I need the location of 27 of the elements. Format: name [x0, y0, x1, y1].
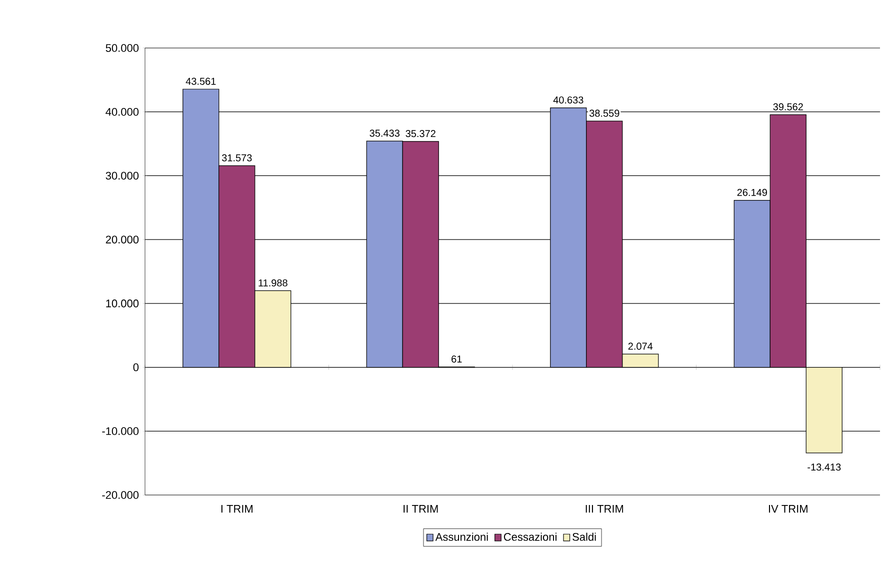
legend-label: Assunzioni — [435, 532, 488, 541]
y-tick-label: 40.000 — [106, 108, 139, 116]
data-label: 26.149 — [737, 188, 767, 196]
data-label: 43.561 — [186, 78, 216, 85]
y-tick-label: 30.000 — [106, 172, 139, 180]
legend-label: Saldi — [572, 532, 596, 541]
data-label: 35.372 — [406, 130, 436, 138]
y-tick-label: 50.000 — [106, 44, 139, 52]
y-tick-label: 20.000 — [106, 236, 139, 244]
x-tick-label: III TRIM — [586, 505, 624, 513]
data-label: 2.074 — [628, 342, 653, 350]
x-tick-label: II TRIM — [404, 505, 438, 513]
legend-label: Cessazioni — [504, 532, 556, 541]
data-label: 40.633 — [553, 96, 584, 104]
data-label: 31.573 — [222, 154, 252, 162]
x-tick-label: IV TRIM — [768, 505, 808, 513]
data-label: 38.559 — [589, 110, 620, 117]
y-tick-label: 10.000 — [106, 300, 139, 308]
data-label: -13.413 — [808, 464, 841, 471]
x-tick-label: I TRIM — [221, 505, 252, 513]
y-tick-label: 0 — [133, 363, 139, 372]
data-label: 61 — [452, 356, 462, 363]
data-label: 11.988 — [258, 279, 288, 286]
data-label: 39.562 — [773, 103, 803, 110]
data-label: 35.433 — [370, 130, 400, 137]
y-tick-label: -10.000 — [102, 427, 139, 436]
y-tick-label: -20.000 — [102, 491, 139, 499]
